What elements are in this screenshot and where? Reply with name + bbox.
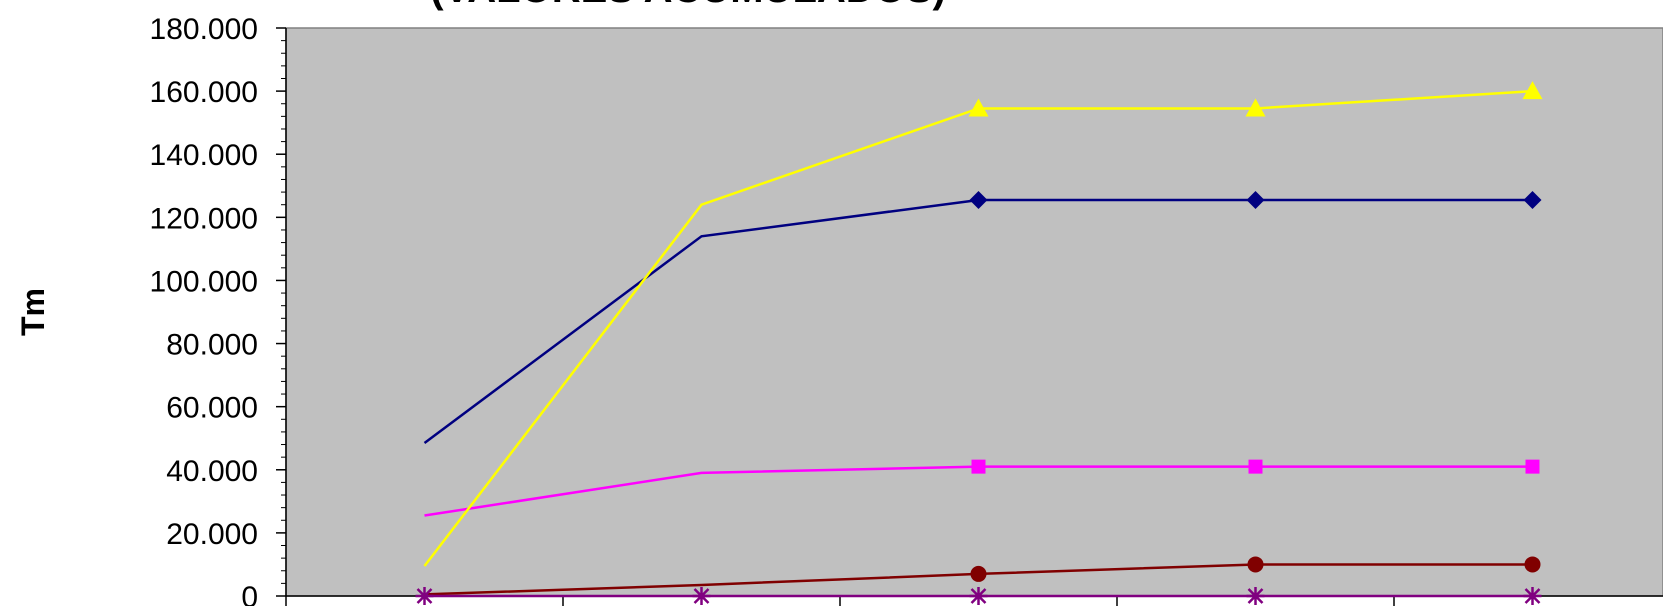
x-axis-ticks: [285, 596, 1395, 606]
series-2-point: [971, 459, 986, 474]
y-tick-label: 100.000: [150, 265, 258, 298]
series-4-point: [970, 565, 987, 582]
series-5-point: [692, 587, 711, 605]
series-1-point: [969, 190, 988, 209]
series-3-point: [1522, 81, 1543, 100]
y-tick-label: 80.000: [166, 329, 258, 362]
series-2-point: [1248, 459, 1263, 474]
y-tick-label: 120.000: [150, 202, 258, 235]
y-axis-ticks: 0 20.000 40.000 60.000 80.000 100.000 120.000 1…: [150, 13, 286, 606]
series-5-point: [415, 587, 434, 605]
series-3-point: [968, 98, 989, 117]
y-tick-label: 60.000: [166, 392, 258, 425]
series-1-point: [1523, 190, 1542, 209]
y-tick-label: 140.000: [150, 139, 258, 172]
y-tick-label: 180.000: [150, 13, 258, 46]
series-3-point: [1245, 98, 1266, 117]
y-tick-label: 40.000: [166, 455, 258, 488]
y-tick-label: 0: [241, 581, 258, 606]
series-5-point: [1246, 587, 1265, 605]
series-4-point: [1247, 556, 1264, 573]
y-tick-label: 20.000: [166, 518, 258, 551]
series-4-point: [1524, 556, 1541, 573]
chart-title: (VALORES ACUMULADOS): [430, 0, 946, 11]
series-2-point: [1525, 459, 1540, 474]
series-layer: [415, 81, 1543, 605]
series-1-point: [1246, 190, 1265, 209]
y-axis-label: Tm: [15, 288, 51, 336]
y-tick-label: 160.000: [150, 76, 258, 109]
series-5-point: [1523, 587, 1542, 605]
series-5-point: [969, 587, 988, 605]
